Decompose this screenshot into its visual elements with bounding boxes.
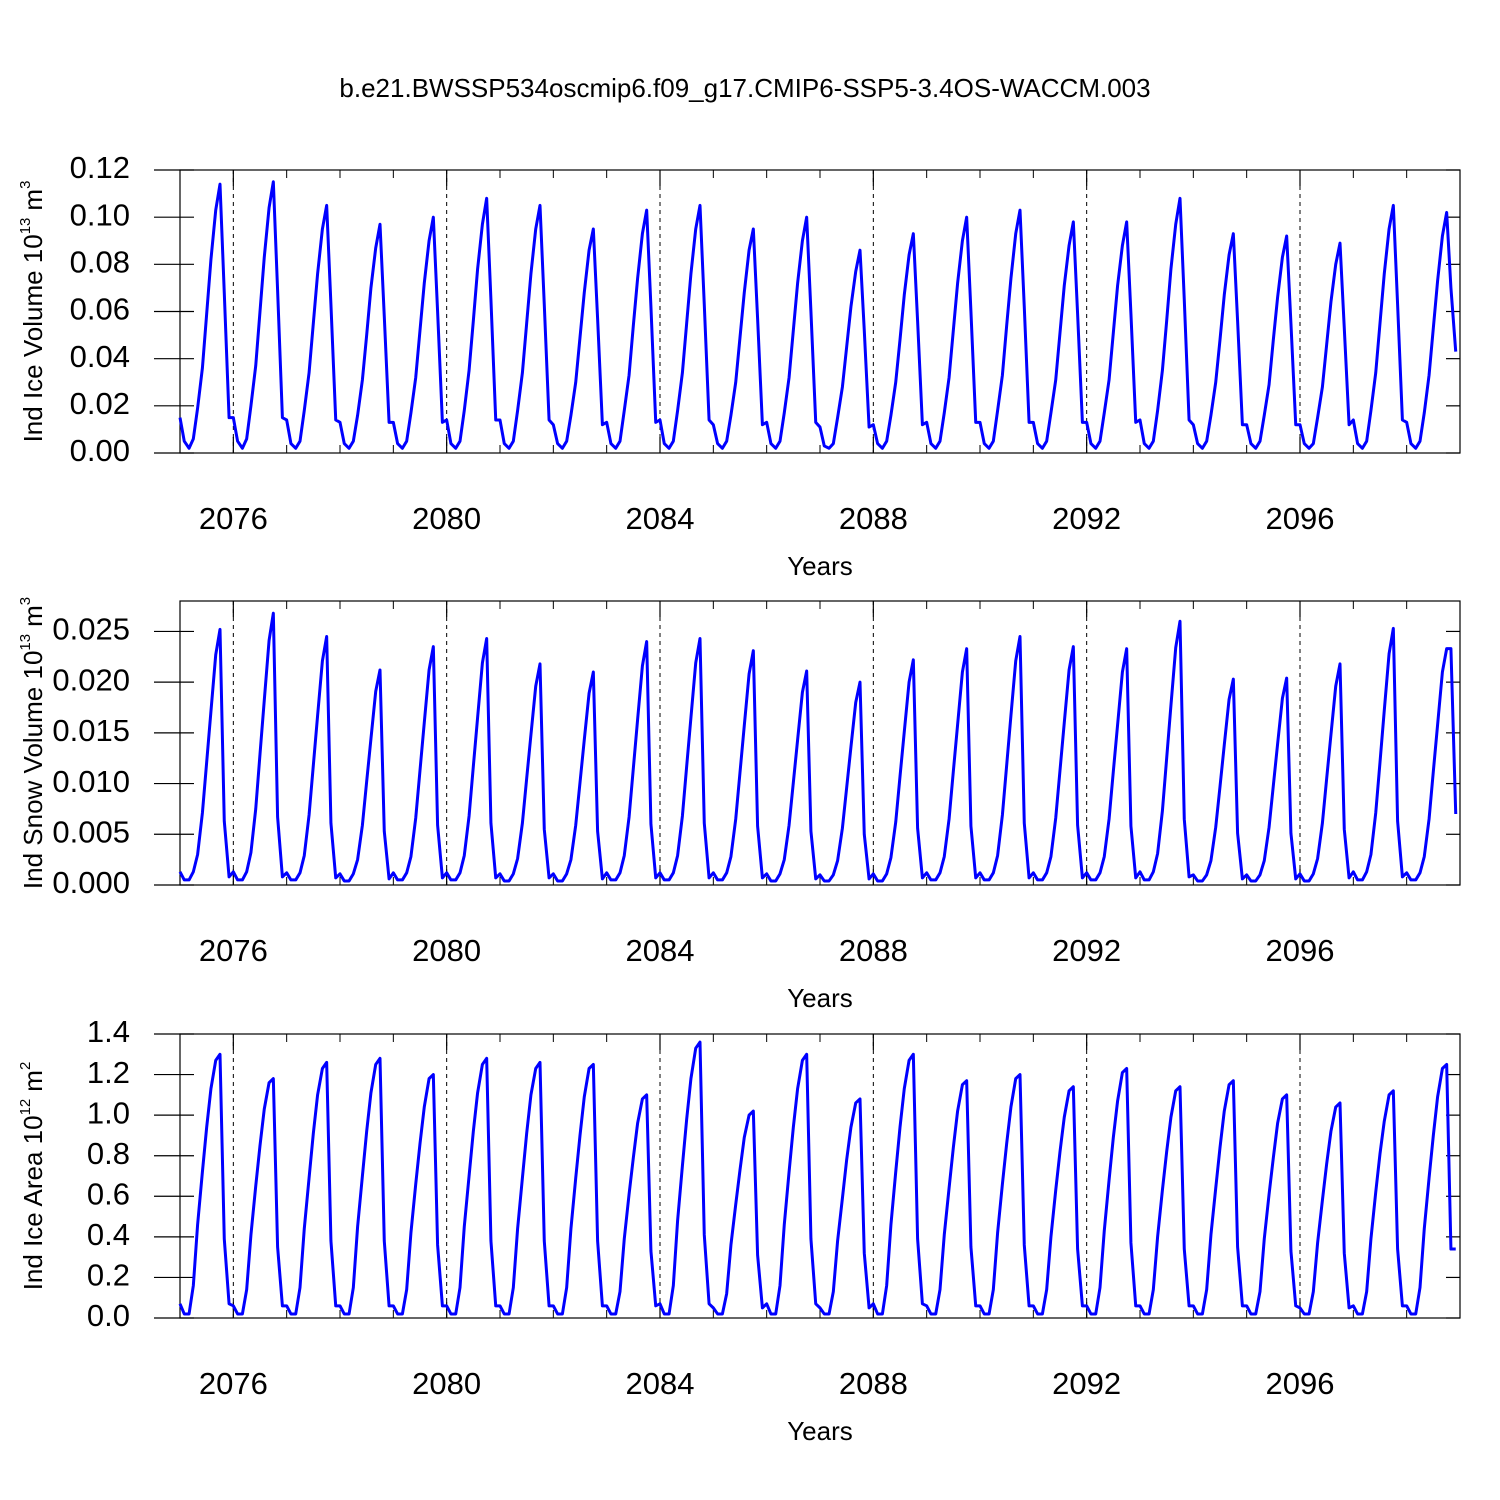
y-tick-label: 0.2 — [87, 1258, 130, 1293]
y-tick-label: 1.0 — [87, 1095, 130, 1130]
y-label-power: 12 — [17, 1099, 34, 1116]
x-tick-label: 2084 — [626, 933, 695, 968]
x-tick-label: 2092 — [1052, 1366, 1121, 1401]
x-axis-title: Years — [787, 983, 853, 1013]
y-label-unit: m — [18, 1070, 48, 1092]
y-tick-label: 0.6 — [87, 1176, 130, 1211]
y-label-unit-power: 3 — [17, 597, 34, 605]
y-tick-label: 0.015 — [52, 713, 130, 748]
y-tick-label: 0.08 — [70, 245, 130, 280]
y-tick-label: 0.12 — [70, 150, 130, 185]
y-tick-label: 0.010 — [52, 764, 130, 799]
y-tick-label: 0.4 — [87, 1217, 130, 1252]
data-line — [178, 180, 1458, 450]
x-tick-label: 2080 — [412, 501, 481, 536]
y-axis-title: Ind Ice Volume 1013 m3 — [17, 181, 48, 443]
data-line — [178, 1040, 1456, 1316]
x-tick-label: 2076 — [199, 501, 268, 536]
y-tick-label: 0.06 — [70, 292, 130, 327]
y-tick-label: 0.04 — [70, 339, 130, 374]
y-label-power: 13 — [17, 634, 34, 651]
y-label-unit-power: 3 — [17, 181, 34, 189]
y-tick-label: 0.020 — [52, 662, 130, 697]
y-label-text: Ind Ice Area 10 — [18, 1115, 48, 1290]
y-tick-label: 0.000 — [52, 865, 130, 900]
y-label-unit-power: 2 — [17, 1062, 34, 1070]
x-tick-label: 2096 — [1266, 933, 1335, 968]
y-tick-label: 1.4 — [87, 1014, 130, 1049]
data-line — [178, 611, 1458, 883]
y-label-text: Ind Snow Volume 10 — [18, 651, 48, 890]
x-tick-label: 2088 — [839, 501, 908, 536]
x-tick-label: 2096 — [1266, 1366, 1335, 1401]
panel: 2076 2080 2084 2088 2092 2096 0.0 0.2 0.4 0.6 0.8 1… — [17, 1014, 1461, 1446]
x-tick-label: 2092 — [1052, 501, 1121, 536]
x-tick-label: 2092 — [1052, 933, 1121, 968]
panel: 2076 2080 2084 2088 2092 2096 0.00 0.02 0.04 0.06… — [17, 150, 1461, 581]
y-tick-label: 0.8 — [87, 1136, 130, 1171]
y-axis-title: Ind Ice Area 1012 m2 — [17, 1062, 48, 1291]
y-tick-label: 1.2 — [87, 1055, 130, 1090]
y-tick-label: 0.10 — [70, 197, 130, 232]
x-tick-label: 2080 — [412, 1366, 481, 1401]
y-label-unit: m — [18, 605, 48, 627]
y-tick-label: 0.005 — [52, 814, 130, 849]
y-label-power: 13 — [17, 218, 34, 235]
y-tick-label: 0.02 — [70, 386, 130, 421]
x-tick-label: 2088 — [839, 1366, 908, 1401]
y-tick-label: 0.00 — [70, 433, 130, 468]
x-tick-label: 2084 — [626, 501, 695, 536]
x-tick-label: 2096 — [1266, 501, 1335, 536]
x-tick-label: 2080 — [412, 933, 481, 968]
y-axis-title: Ind Snow Volume 1013 m3 — [17, 597, 48, 889]
x-tick-label: 2084 — [626, 1366, 695, 1401]
x-axis-title: Years — [787, 551, 853, 581]
y-tick-label: 0.025 — [52, 612, 130, 647]
y-label-unit: m — [18, 189, 48, 211]
y-label-text: Ind Ice Volume 10 — [18, 234, 48, 442]
y-tick-label: 0.0 — [87, 1298, 130, 1333]
x-tick-label: 2076 — [199, 933, 268, 968]
x-tick-label: 2076 — [199, 1366, 268, 1401]
panel: 2076 2080 2084 2088 2092 2096 0.000 0.005 0.010 0… — [17, 597, 1461, 1013]
figure-title: b.e21.BWSSP534oscmip6.f09_g17.CMIP6-SSP5… — [339, 73, 1150, 103]
x-axis-title: Years — [787, 1416, 853, 1446]
x-tick-label: 2088 — [839, 933, 908, 968]
